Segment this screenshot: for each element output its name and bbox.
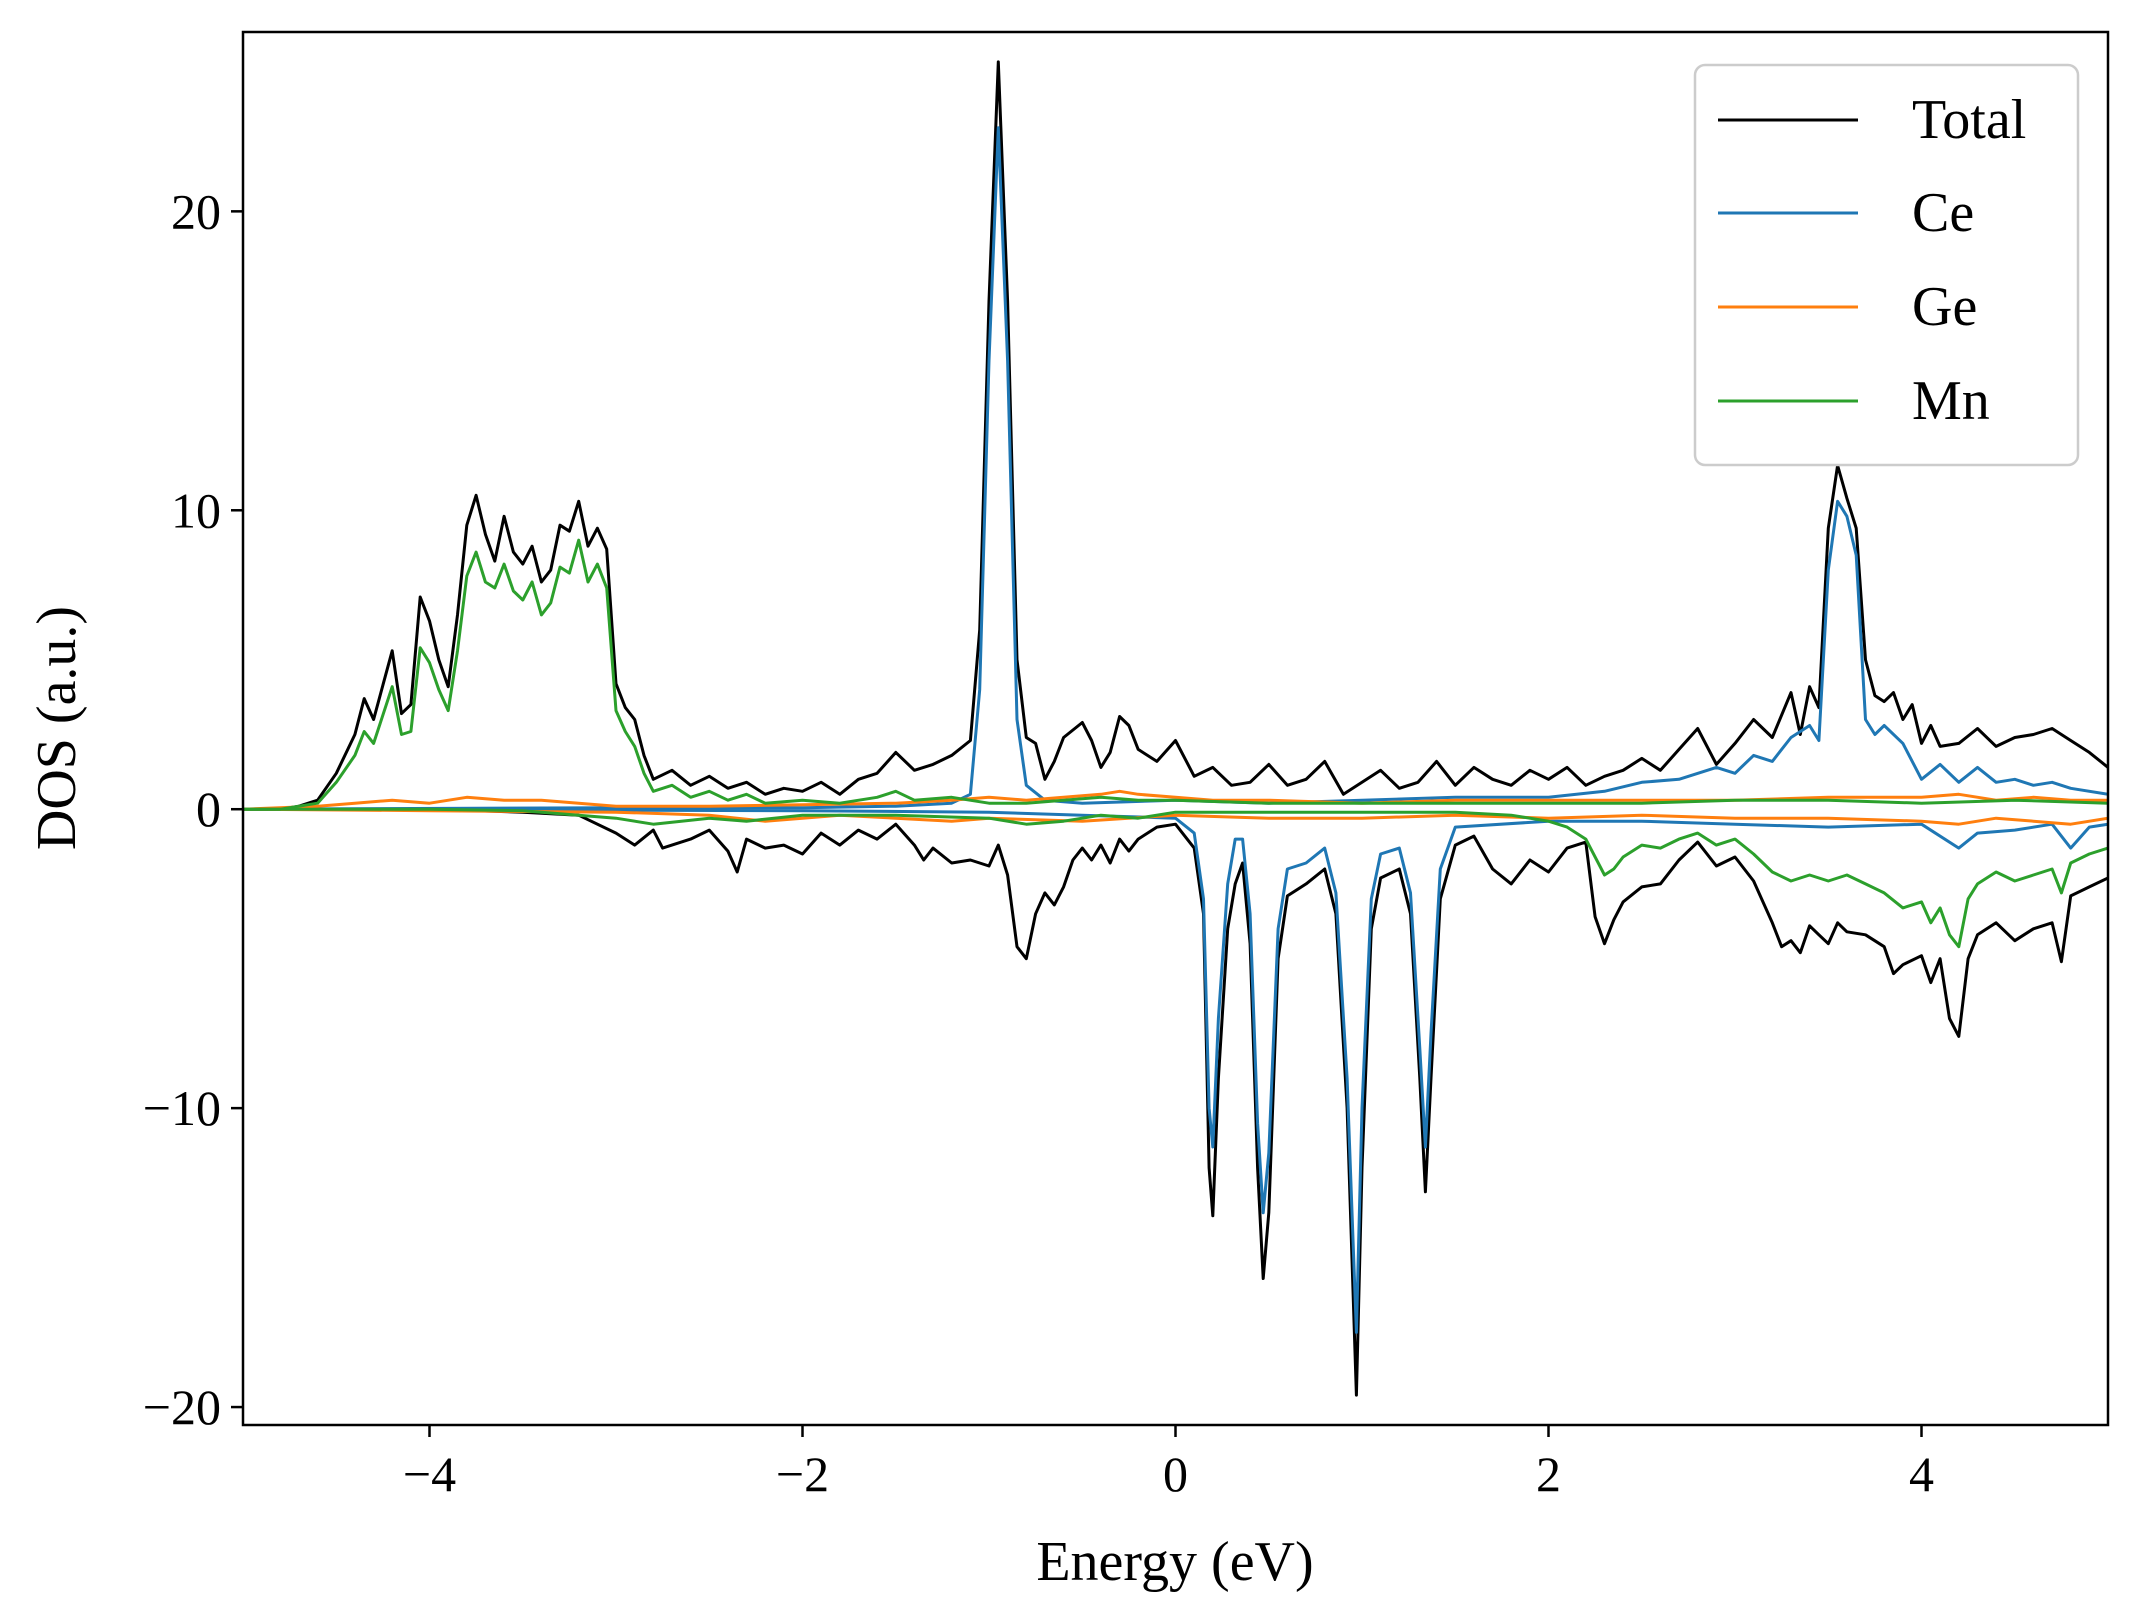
- y-tick-label: 10: [171, 482, 221, 538]
- y-axis-label: DOS (a.u.): [26, 606, 88, 850]
- series-line-ce-down: [243, 807, 2108, 1334]
- x-tick-label: 4: [1909, 1446, 1934, 1502]
- legend-label-mn: Mn: [1912, 370, 1990, 432]
- series-line-ge-up: [243, 789, 2108, 811]
- legend-label-ge: Ge: [1912, 276, 1977, 338]
- x-axis-label: Energy (eV): [1036, 1531, 1313, 1593]
- x-tick-label: 2: [1536, 1446, 1561, 1502]
- y-tick-label: −20: [143, 1379, 221, 1435]
- series-line-total-down: [243, 807, 2108, 1397]
- x-tick-label: −2: [776, 1446, 829, 1502]
- series-line-ce-up: [243, 126, 2108, 811]
- x-tick-label: 0: [1163, 1446, 1188, 1502]
- x-tick-label: −4: [403, 1446, 456, 1502]
- y-tick-label: 20: [171, 183, 221, 239]
- series-layer: [243, 60, 2108, 1397]
- legend-box: [1693, 63, 2080, 467]
- legend: Total Ce Ge Mn: [1693, 63, 2080, 467]
- series-line-ge-down: [243, 807, 2108, 826]
- series-line-mn-up: [243, 538, 2108, 811]
- legend-label-ce: Ce: [1912, 182, 1974, 244]
- legend-label-total: Total: [1912, 89, 2026, 151]
- series-line-mn-down: [243, 807, 2108, 949]
- series-line-total-up: [243, 60, 2108, 811]
- y-tick-label: −10: [143, 1080, 221, 1136]
- y-tick-label: 0: [196, 781, 221, 837]
